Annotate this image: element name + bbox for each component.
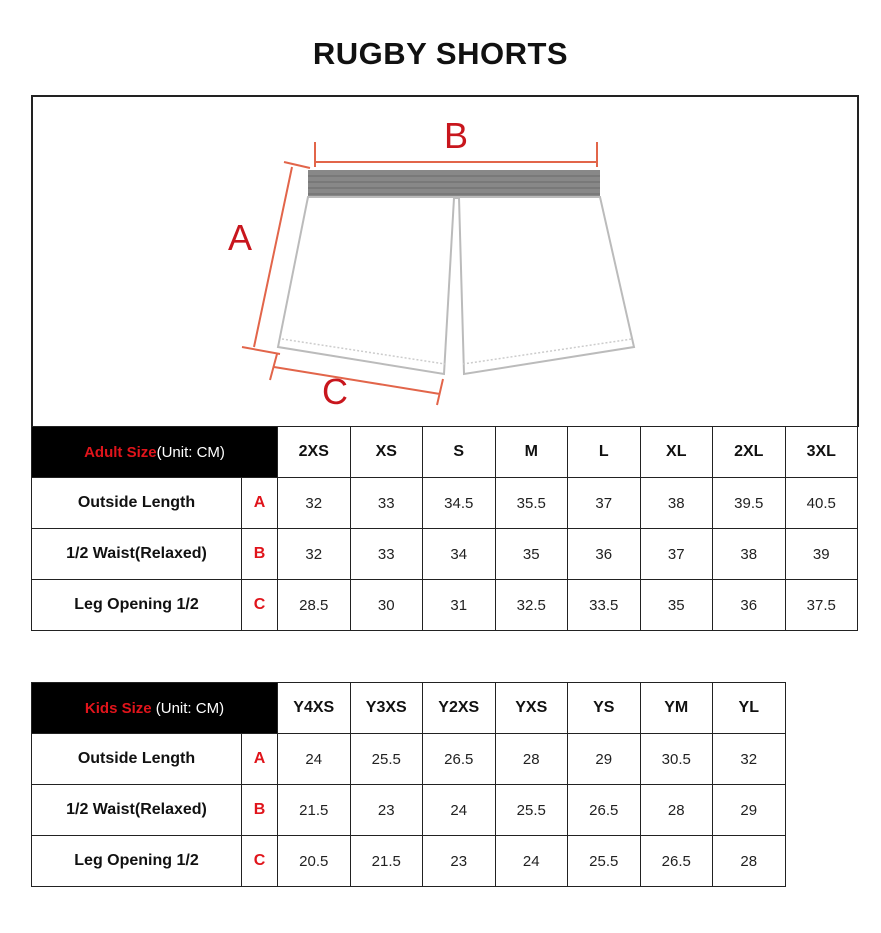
table-header-title: Kids Size (Unit: CM) (31, 682, 278, 734)
measurement-value: 40.5 (784, 477, 858, 529)
unit-label: (Unit: CM) (156, 443, 225, 461)
size-header: YS (567, 682, 641, 734)
measurement-value: 30.5 (639, 733, 713, 785)
table-row: 1/2 Waist(Relaxed) B 21.5 23 24 25.5 26.5 28 29 (31, 784, 786, 836)
label-c: C (322, 371, 348, 412)
measurement-value: 33.5 (567, 579, 641, 631)
measurement-value: 32 (712, 733, 786, 785)
measurement-value: 33 (349, 477, 423, 529)
size-header: YL (712, 682, 786, 734)
size-header: Y2XS (422, 682, 496, 734)
shorts-illustration: B A C (228, 115, 636, 412)
measurement-value: 30 (349, 579, 423, 631)
measurement-value: 35 (639, 579, 713, 631)
measurement-letter: B (241, 528, 278, 580)
unit-label: (Unit: CM) (151, 699, 225, 717)
measurement-value: 28 (639, 784, 713, 836)
size-header: S (422, 426, 496, 478)
measurement-value: 26.5 (422, 733, 496, 785)
measurement-value: 26.5 (567, 784, 641, 836)
measurement-value: 28 (494, 733, 568, 785)
page-title: RUGBY SHORTS (312, 36, 569, 71)
measurement-value: 32.5 (494, 579, 568, 631)
size-header: YM (639, 682, 713, 734)
measurement-value: 28.5 (277, 579, 351, 631)
shorts-diagram: B A C (31, 95, 859, 427)
size-header: Y3XS (349, 682, 423, 734)
size-header: M (494, 426, 568, 478)
label-b: B (444, 115, 468, 156)
measurement-letter: A (241, 733, 278, 785)
measurement-label: 1/2 Waist(Relaxed) (31, 784, 242, 836)
header-row: Adult Size(Unit: CM) 2XS XS S M L XL 2XL 3XL (31, 426, 858, 478)
table-header-title: Adult Size(Unit: CM) (31, 426, 278, 478)
measurement-label: Outside Length (31, 477, 242, 529)
measurement-value: 24 (494, 835, 568, 887)
table-row: 1/2 Waist(Relaxed) B 32 33 34 35 36 37 38 39 (31, 528, 858, 580)
measurement-letter: B (241, 784, 278, 836)
shorts-body (276, 196, 636, 376)
waistband (308, 170, 600, 197)
measurement-value: 20.5 (277, 835, 351, 887)
table-row: Outside Length A 24 25.5 26.5 28 29 30.5 32 (31, 733, 786, 785)
measurement-label: Leg Opening 1/2 (31, 579, 242, 631)
measurement-value: 32 (277, 528, 351, 580)
measurement-value: 36 (567, 528, 641, 580)
measurement-value: 25.5 (494, 784, 568, 836)
size-group-label: Kids Size (84, 699, 152, 717)
measurement-value: 25.5 (567, 835, 641, 887)
measurement-value: 34 (422, 528, 496, 580)
size-header: 2XS (277, 426, 351, 478)
size-header: L (567, 426, 641, 478)
measurement-value: 36 (712, 579, 786, 631)
measurement-value: 37.5 (784, 579, 858, 631)
size-group-label: Adult Size (84, 443, 157, 461)
measurement-letter: C (241, 579, 278, 631)
size-header: XS (349, 426, 423, 478)
measurement-value: 32 (277, 477, 351, 529)
adult-size-table: Adult Size(Unit: CM) 2XS XS S M L XL 2XL 3XL Outs… (31, 426, 858, 631)
measurement-value: 24 (422, 784, 496, 836)
table-row: Leg Opening 1/2 C 28.5 30 31 32.5 33.5 35 36 37.5 (31, 579, 858, 631)
measurement-value: 39.5 (712, 477, 786, 529)
measurement-value: 39 (784, 528, 858, 580)
size-header: YXS (494, 682, 568, 734)
measurement-value: 37 (639, 528, 713, 580)
measurement-value: 35.5 (494, 477, 568, 529)
measurement-value: 21.5 (349, 835, 423, 887)
measurement-label: Leg Opening 1/2 (31, 835, 242, 887)
label-a: A (228, 217, 252, 258)
measurement-value: 29 (712, 784, 786, 836)
measurement-value: 21.5 (277, 784, 351, 836)
measurement-value: 28 (712, 835, 786, 887)
measurement-value: 23 (349, 784, 423, 836)
measurement-value: 38 (639, 477, 713, 529)
measurement-letter: A (241, 477, 278, 529)
size-header: 3XL (784, 426, 858, 478)
size-header: XL (639, 426, 713, 478)
measurement-value: 26.5 (639, 835, 713, 887)
size-header: Y4XS (277, 682, 351, 734)
measurement-value: 38 (712, 528, 786, 580)
kids-size-table: Kids Size (Unit: CM) Y4XS Y3XS Y2XS YXS YS YM Y… (31, 682, 786, 887)
measurement-value: 33 (349, 528, 423, 580)
size-header: 2XL (712, 426, 786, 478)
measurement-value: 31 (422, 579, 496, 631)
measurement-value: 23 (422, 835, 496, 887)
measurement-value: 29 (567, 733, 641, 785)
table-row: Leg Opening 1/2 C 20.5 21.5 23 24 25.5 26.5 28 (31, 835, 786, 887)
measurement-value: 35 (494, 528, 568, 580)
table-row: Outside Length A 32 33 34.5 35.5 37 38 39.5 40.5 (31, 477, 858, 529)
measurement-value: 24 (277, 733, 351, 785)
measurement-value: 25.5 (349, 733, 423, 785)
measurement-letter: C (241, 835, 278, 887)
measurement-label: Outside Length (31, 733, 242, 785)
measurement-value: 37 (567, 477, 641, 529)
measurement-label: 1/2 Waist(Relaxed) (31, 528, 242, 580)
header-row: Kids Size (Unit: CM) Y4XS Y3XS Y2XS YXS YS YM Y… (31, 682, 786, 734)
measurement-value: 34.5 (422, 477, 496, 529)
